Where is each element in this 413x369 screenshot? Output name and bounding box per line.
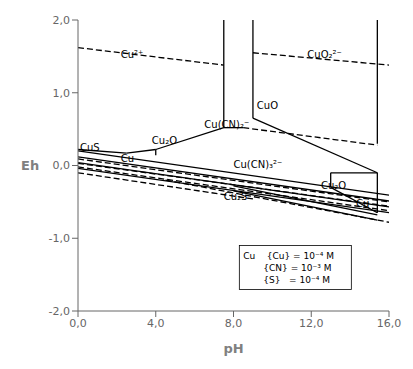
svg-text:CuO₂²⁻: CuO₂²⁻ — [307, 49, 342, 60]
svg-text:Cu(CN)₂⁻: Cu(CN)₂⁻ — [204, 119, 249, 130]
svg-text:0,0: 0,0 — [69, 317, 87, 330]
svg-text:1,0: 1,0 — [53, 87, 71, 100]
svg-text:8,0: 8,0 — [225, 317, 243, 330]
svg-text:CuS: CuS — [80, 142, 100, 153]
svg-text:Cu₂O: Cu₂O — [321, 180, 346, 191]
svg-text:Cu(CN)₃²⁻: Cu(CN)₃²⁻ — [234, 159, 283, 170]
svg-text:Cu₂S: Cu₂S — [224, 191, 248, 202]
svg-text:4,0: 4,0 — [147, 317, 165, 330]
svg-text:16,0: 16,0 — [377, 317, 402, 330]
svg-text:2,0: 2,0 — [53, 14, 71, 27]
svg-text:-1,0: -1,0 — [49, 232, 70, 245]
svg-text:12,0: 12,0 — [299, 317, 324, 330]
svg-text:-2,0: -2,0 — [49, 305, 70, 318]
svg-text:Cu: Cu — [356, 198, 369, 209]
svg-text:pH: pH — [223, 341, 243, 356]
svg-text:CuO: CuO — [257, 100, 278, 111]
svg-text:0,0: 0,0 — [53, 159, 71, 172]
svg-text:Cu²⁺: Cu²⁺ — [121, 49, 144, 60]
svg-text:Cu₂O: Cu₂O — [152, 135, 177, 146]
svg-text:Eh: Eh — [21, 158, 39, 173]
svg-text:{CN} = 10⁻³ M: {CN} = 10⁻³ M — [243, 263, 331, 273]
svg-text:Cu {Cu} = 10⁻⁴ M: Cu {Cu} = 10⁻⁴ M — [243, 251, 334, 261]
svg-text:{S} = 10⁻⁴ M: {S} = 10⁻⁴ M — [243, 275, 330, 285]
svg-text:Cu: Cu — [121, 153, 134, 164]
